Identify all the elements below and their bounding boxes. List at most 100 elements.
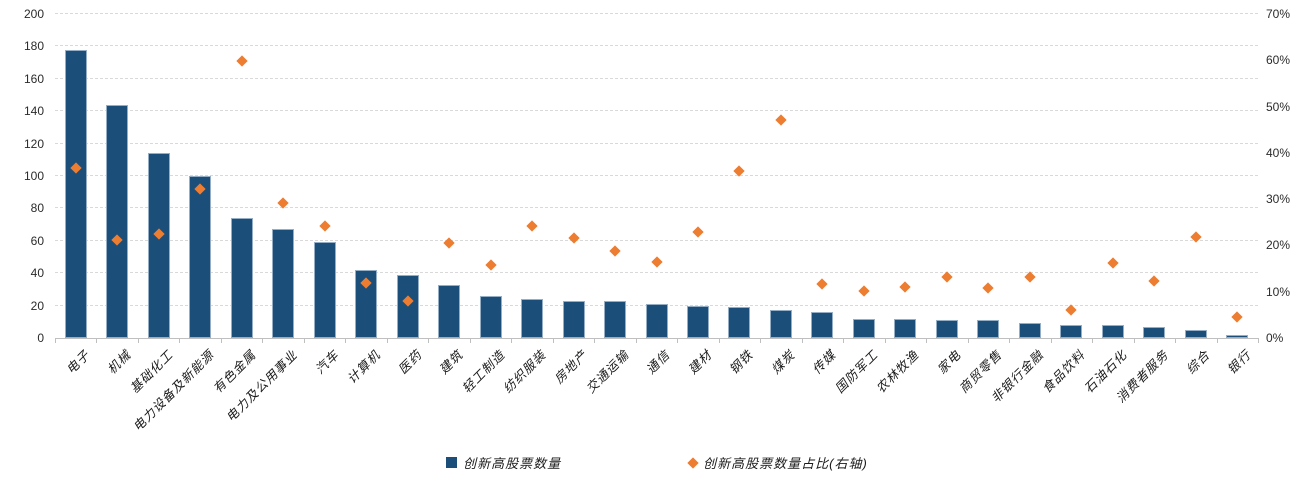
right-axis-tick-label: 60%	[1266, 53, 1291, 68]
left-axis-tick-label: 200	[23, 7, 44, 21]
bar-series-swatch-icon	[446, 457, 458, 468]
x-axis-tick	[635, 339, 637, 343]
x-axis-tick	[262, 339, 264, 343]
x-axis-tick	[967, 339, 969, 343]
x-axis-tick	[55, 339, 56, 343]
left-axis-tick-label: 80	[30, 201, 44, 216]
x-axis-tick	[1009, 339, 1011, 343]
scatter-point	[692, 226, 704, 238]
gridline	[55, 110, 1258, 112]
x-category-label: 银行	[1041, 345, 1254, 377]
left-axis-tick-label: 140	[23, 104, 44, 119]
x-category-label-text: 银行	[1224, 347, 1254, 377]
bar	[272, 229, 295, 338]
left-axis-tick-label: 100	[23, 169, 44, 183]
scatter-point	[899, 280, 912, 293]
x-axis-tick	[428, 339, 430, 343]
x-axis-tick	[96, 339, 98, 343]
gridline	[55, 13, 1258, 14]
scatter-point	[1024, 271, 1036, 284]
x-axis-tick	[884, 339, 886, 343]
x-axis-tick	[718, 339, 720, 343]
bar	[977, 320, 1000, 338]
scatter-point	[650, 256, 663, 268]
bar	[645, 303, 668, 338]
left-axis-tick-label: 160	[23, 71, 44, 86]
scatter-point	[567, 231, 580, 244]
gridline	[55, 77, 1258, 79]
x-axis-tick	[303, 339, 305, 343]
bar	[479, 295, 502, 338]
bar	[562, 300, 585, 338]
x-axis-tick	[801, 339, 803, 343]
scatter-point	[982, 282, 995, 295]
left-axis-tick-label: 180	[23, 39, 44, 54]
left-axis-tick-label: 60	[30, 233, 44, 248]
right-axis-tick-label: 40%	[1266, 145, 1291, 160]
left-axis-tick-label: 20	[30, 298, 44, 313]
bar	[189, 176, 212, 338]
scatter-point	[609, 245, 621, 257]
x-axis-tick	[345, 339, 347, 343]
gridline	[55, 272, 1258, 274]
x-axis-tick	[843, 339, 845, 343]
bar	[1143, 326, 1166, 338]
right-axis-tick-label: 30%	[1266, 192, 1291, 207]
scatter-series-label: 创新高股票数量占比(右轴)	[703, 456, 868, 471]
x-axis-tick	[677, 339, 679, 343]
gridline	[55, 175, 1258, 176]
bar	[1060, 325, 1083, 338]
right-axis-tick-label: 70%	[1266, 7, 1291, 21]
x-axis-tick	[926, 339, 928, 343]
bar-series-label: 创新高股票数量	[463, 456, 562, 471]
right-axis-tick-label: 20%	[1266, 238, 1291, 253]
x-axis-tick	[1092, 339, 1094, 343]
gridline	[55, 207, 1258, 209]
x-axis-tick	[179, 339, 181, 343]
bar	[604, 300, 627, 338]
scatter-point	[484, 259, 497, 271]
x-axis-tick	[220, 339, 222, 343]
left-axis-tick-label: 120	[23, 136, 44, 151]
scatter-point	[858, 285, 870, 297]
x-axis-tick	[594, 339, 596, 343]
x-axis-tick	[1175, 339, 1177, 343]
x-axis-tick	[1050, 339, 1052, 343]
scatter-point	[816, 278, 829, 290]
bar	[686, 305, 709, 338]
bar	[106, 104, 129, 338]
right-axis-tick-label: 10%	[1266, 284, 1291, 299]
bar	[769, 310, 792, 338]
x-axis-tick	[1133, 339, 1135, 343]
diamond-series-swatch-icon	[687, 456, 699, 469]
legend-item-scatter-series: 创新高股票数量占比(右轴)	[687, 453, 868, 472]
scatter-point	[236, 55, 248, 67]
scatter-point	[1231, 311, 1243, 323]
bar	[1184, 329, 1207, 338]
bar	[1101, 325, 1124, 338]
left-axis-tick-label: 0	[37, 331, 44, 345]
scatter-point	[526, 220, 538, 232]
bar	[313, 242, 336, 338]
x-axis-tick	[760, 339, 762, 343]
x-axis-line	[55, 338, 1259, 339]
x-axis-tick	[511, 339, 513, 343]
bar	[230, 218, 253, 338]
bar	[355, 269, 378, 338]
bar	[64, 49, 87, 338]
scatter-point	[318, 219, 331, 232]
bar	[521, 299, 544, 338]
scatter-point	[941, 271, 953, 284]
right-axis-tick-label: 0%	[1266, 331, 1284, 345]
left-axis-tick-label: 40	[30, 266, 44, 281]
bar	[728, 307, 751, 338]
bar	[1018, 323, 1041, 338]
bar	[852, 318, 875, 338]
legend-item-bar-series: 创新高股票数量	[446, 453, 561, 472]
legend: 创新高股票数量 创新高股票数量占比(右轴)	[0, 453, 1314, 472]
gridline	[55, 142, 1258, 144]
x-axis-tick	[386, 339, 388, 343]
gridline	[55, 45, 1258, 47]
x-axis-tick	[137, 339, 139, 343]
